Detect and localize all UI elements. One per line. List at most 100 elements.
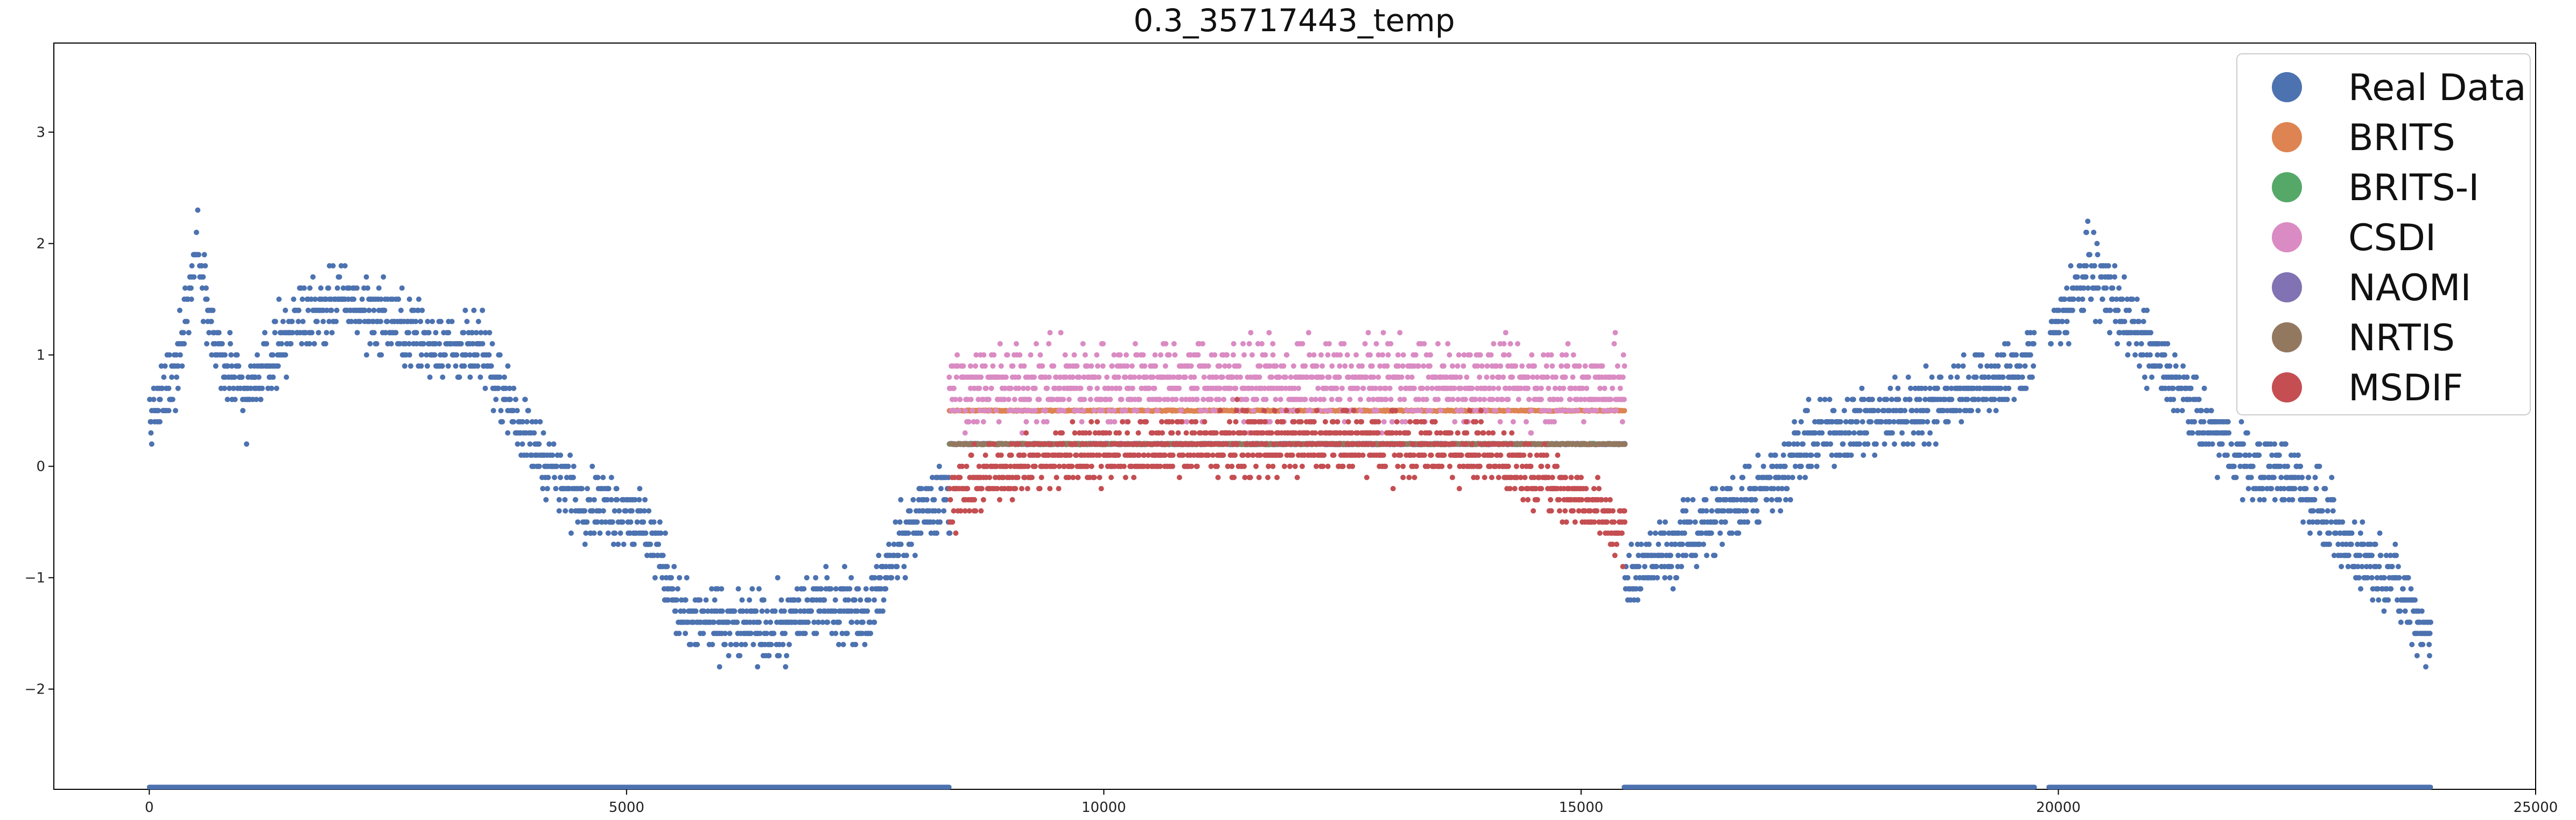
data-point (2329, 475, 2335, 480)
data-point (1719, 541, 1725, 547)
data-point (2000, 374, 2006, 380)
data-point (1012, 397, 1017, 402)
data-point (1104, 374, 1110, 380)
data-point (1416, 397, 1422, 402)
data-point (582, 508, 588, 514)
data-point (2201, 385, 2207, 391)
data-point (213, 363, 219, 369)
data-point (778, 597, 784, 603)
data-point (470, 341, 476, 347)
data-point (2225, 419, 2231, 425)
data-point (1477, 397, 1483, 402)
data-point (1267, 419, 1273, 425)
data-point (336, 274, 342, 280)
data-point (1281, 363, 1287, 369)
data-point (1477, 352, 1483, 358)
data-point (1923, 363, 1929, 369)
data-point (1080, 341, 1086, 347)
data-point (2272, 441, 2278, 447)
data-point (1975, 408, 1981, 414)
data-point (296, 307, 301, 313)
data-point (2346, 553, 2352, 559)
data-point (1040, 363, 1045, 369)
data-point (1515, 397, 1521, 402)
data-point (1395, 363, 1401, 369)
data-point (641, 508, 647, 514)
data-point (1050, 397, 1056, 402)
data-point (2327, 530, 2332, 536)
data-point (2373, 541, 2378, 547)
data-point (1212, 352, 1218, 358)
data-point (2396, 575, 2402, 581)
data-point (2330, 508, 2336, 514)
data-point (2090, 274, 2096, 280)
data-point (1890, 430, 1895, 436)
data-point (1736, 530, 1742, 536)
data-point (1096, 374, 1102, 380)
data-point (1789, 475, 1795, 480)
data-point (556, 508, 562, 514)
data-point (1795, 430, 1801, 436)
data-point (1728, 508, 1733, 514)
data-point (2299, 475, 2305, 480)
data-point (1100, 363, 1106, 369)
data-point (2031, 363, 2037, 369)
data-point (2077, 263, 2083, 268)
data-point (710, 641, 715, 647)
data-point (2271, 475, 2277, 480)
data-point (2315, 519, 2321, 525)
data-point (2376, 597, 2382, 603)
data-point (1919, 430, 1925, 436)
data-point (764, 631, 770, 637)
data-point (425, 319, 431, 324)
data-point (2056, 330, 2062, 336)
data-point (513, 397, 518, 402)
data-point (2184, 374, 2190, 380)
data-point (2355, 541, 2361, 547)
data-point (1397, 330, 1403, 336)
data-point (896, 553, 901, 559)
data-point (1365, 330, 1371, 336)
data-point (2130, 296, 2136, 302)
data-point (2167, 363, 2173, 369)
data-point (1960, 363, 1966, 369)
data-point (1854, 419, 1860, 425)
data-point (2138, 341, 2144, 347)
data-point (1171, 374, 1176, 380)
data-point (1057, 385, 1063, 391)
data-point (742, 641, 748, 647)
data-point (273, 385, 279, 391)
data-point (1262, 352, 1268, 358)
data-point (642, 497, 648, 503)
data-point (1806, 397, 1812, 402)
data-point (599, 519, 605, 525)
data-point (1497, 419, 1503, 425)
data-point (893, 519, 899, 525)
data-point (1076, 374, 1082, 380)
data-point (280, 319, 286, 324)
data-point (1927, 385, 1933, 391)
data-point (2402, 608, 2408, 614)
data-point (2237, 463, 2243, 469)
data-point (270, 374, 276, 380)
data-point (1837, 419, 1843, 425)
data-point (1764, 497, 1770, 503)
data-point (424, 363, 430, 369)
data-point (697, 597, 703, 603)
data-point (813, 631, 819, 637)
data-point (1385, 352, 1391, 358)
data-point (796, 597, 802, 603)
data-point (1983, 397, 1989, 402)
data-point (1201, 374, 1207, 380)
data-point (378, 352, 384, 358)
data-point (2419, 608, 2425, 614)
data-point (755, 664, 761, 670)
data-point (1087, 397, 1093, 402)
data-point (1195, 352, 1201, 358)
data-point (1482, 397, 1487, 402)
data-point (525, 408, 531, 414)
data-point (1987, 408, 1992, 414)
data-point (1687, 519, 1693, 525)
data-point (497, 352, 503, 358)
data-point (2137, 363, 2142, 369)
